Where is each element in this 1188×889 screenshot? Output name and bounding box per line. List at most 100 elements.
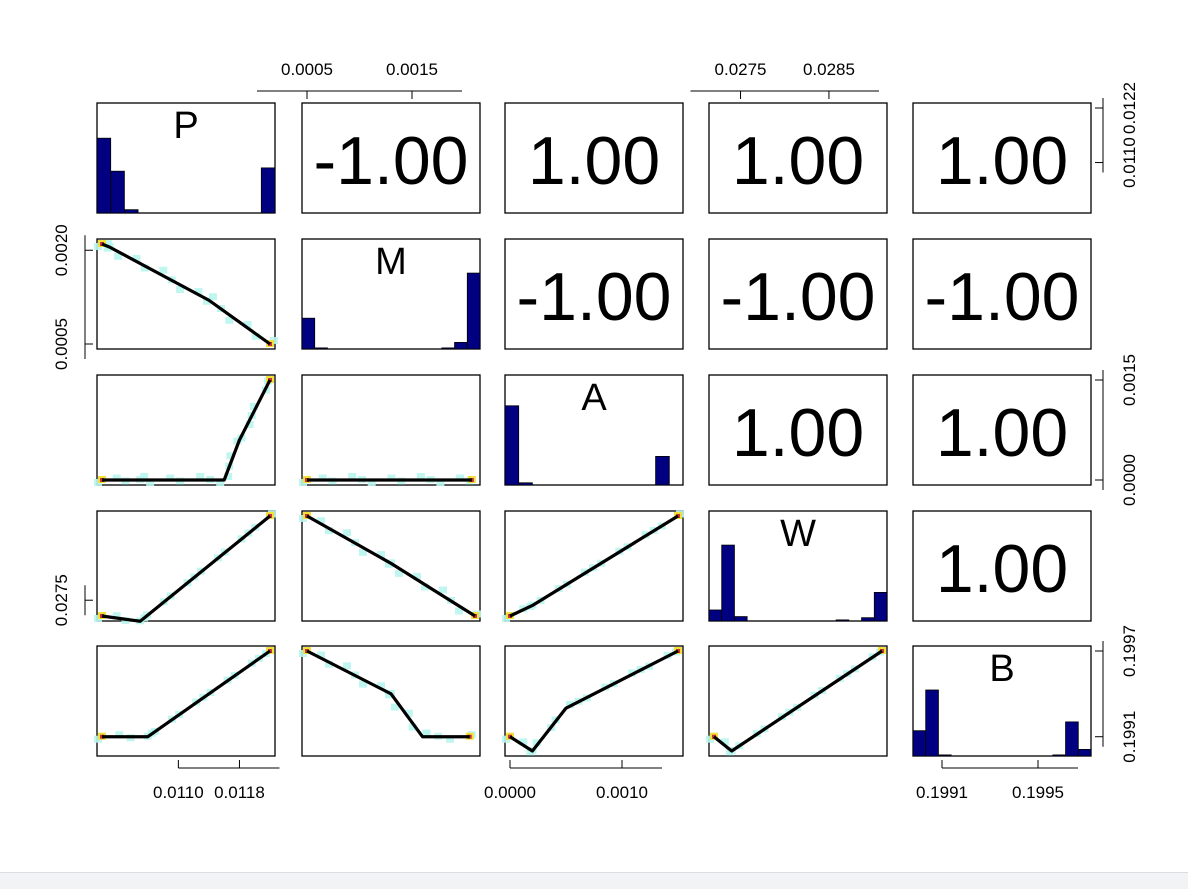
density-tile-B_vs_M [377, 682, 385, 690]
density-tile-W_vs_M [395, 569, 403, 577]
density-tile-B_vs_A [519, 738, 528, 746]
smooth-line-A_vs_P [102, 379, 272, 482]
histogram-bar-A-0 [504, 405, 520, 486]
correlation-M-W: -1.00 [721, 259, 876, 335]
bottom-tick-label-A-0: 0.0000 [484, 783, 536, 802]
histogram-bar-M-13 [466, 272, 481, 350]
density-tile-B_vs_M [422, 729, 431, 737]
top-tick-label-W-1: 0.0285 [803, 60, 855, 79]
bottom-tick-label-B-1: 0.1995 [1012, 783, 1064, 802]
density-tile-B_vs_M [359, 680, 367, 688]
correlation-M-B: -1.00 [925, 259, 1080, 335]
histogram-bar-W-13 [873, 592, 888, 622]
bottom-tick-label-P-1: 0.0118 [214, 783, 265, 802]
density-tile-M_vs_P [208, 293, 217, 301]
density-tile-A_vs_P [196, 473, 205, 480]
histogram-bar-P-0 [96, 137, 112, 214]
smooth-line-B_vs_P [102, 649, 271, 739]
bottom-tick-label-A-1: 0.0010 [596, 783, 648, 802]
density-tile-A_vs_M [416, 473, 425, 480]
panel-W-A [504, 510, 684, 622]
right-tick-label-B-1: 0.1997 [1120, 625, 1139, 677]
top-tick-label-M-0: 0.0005 [281, 60, 333, 79]
histogram-bar-A-11 [655, 455, 670, 486]
histogram-bar-W-12 [861, 617, 875, 622]
histogram-bar-M-0 [301, 317, 316, 350]
panel-A-M [301, 374, 481, 486]
left-tick-label-M-0: 0.0005 [52, 318, 71, 370]
density-tile-W_vs_M [377, 551, 385, 559]
density-tile-M_vs_P [176, 285, 185, 293]
histogram-bar-W-10 [835, 619, 850, 622]
density-tile-W_vs_M [455, 607, 463, 615]
density-tile-B_vs_M [343, 662, 351, 670]
panel-W-M [301, 510, 481, 622]
density-tile-A_vs_P [216, 479, 225, 486]
correlation-P-W: 1.00 [732, 123, 864, 199]
panel-B-B [912, 645, 1092, 757]
right-tick-label-P-1: 0.0122 [1120, 82, 1139, 134]
density-tile-A_vs_P [112, 474, 121, 482]
density-tile-M_vs_P [194, 288, 203, 296]
density-tile-M_vs_P [140, 264, 149, 272]
histogram-bar-W-1 [721, 544, 735, 622]
panel-M-P [96, 238, 276, 350]
density-tile-A_vs_M [387, 474, 396, 482]
density-tile-B_vs_M [408, 723, 417, 731]
panel-P-A [504, 102, 684, 214]
density-tile-A_vs_P [249, 403, 258, 410]
panel-P-M [301, 102, 481, 214]
density-tile-B_vs_M [404, 709, 413, 717]
correlation-M-A: -1.00 [517, 259, 672, 335]
smooth-line-B_vs_W [712, 649, 883, 753]
panel-W-B [912, 510, 1092, 622]
panel-P-W [708, 102, 888, 214]
smooth-line-B_vs_M [306, 649, 470, 739]
correlation-A-B: 1.00 [936, 395, 1068, 471]
histogram-bar-P-12 [260, 167, 276, 214]
variable-label-B: B [989, 648, 1014, 690]
correlation-P-M: -1.00 [314, 123, 469, 199]
panel-A-W [708, 374, 888, 486]
density-tile-W_vs_M [359, 548, 367, 556]
correlation-A-W: 1.00 [732, 395, 864, 471]
density-tile-B_vs_M [325, 660, 333, 668]
histogram-bar-B-2 [938, 754, 952, 757]
density-tile-W_vs_M [439, 586, 447, 594]
histogram-bar-B-11 [1052, 754, 1066, 757]
density-tile-W_vs_M [413, 572, 421, 580]
density-tile-A_vs_M [436, 479, 445, 486]
density-tile-M_vs_P [159, 266, 168, 274]
variable-label-A: A [581, 377, 607, 419]
panel-M-A [504, 238, 684, 350]
density-tile-W_vs_M [325, 527, 333, 535]
histogram-bar-P-2 [123, 209, 139, 214]
histogram-bar-B-1 [925, 689, 939, 757]
smooth-line-B_vs_A [509, 649, 679, 753]
panel-B-A [504, 645, 684, 757]
panel-M-B [912, 238, 1092, 350]
panel-A-P [96, 374, 276, 486]
density-tile-A_vs_P [245, 421, 254, 428]
variable-label-W: W [780, 513, 816, 555]
top-tick-label-M-1: 0.0015 [386, 60, 438, 79]
bottom-tick-label-P-0: 0.0110 [153, 783, 204, 802]
window-bottom-strip [0, 872, 1188, 889]
right-tick-label-B-0: 0.1991 [1120, 711, 1139, 763]
density-tile-A_vs_M [348, 473, 357, 480]
histogram-bar-M-1 [314, 347, 328, 350]
histogram-bar-B-0 [912, 730, 927, 757]
density-tile-A_vs_P [166, 474, 175, 482]
panel-W-P [96, 510, 276, 622]
density-tile-B_vs_W [720, 738, 729, 746]
density-tile-A_vs_M [318, 474, 327, 482]
density-tile-M_vs_P [225, 316, 234, 324]
density-tile-A_vs_M [367, 479, 376, 486]
density-tile-A_vs_P [226, 452, 235, 460]
density-tile-W_vs_P [112, 612, 121, 620]
bottom-tick-label-B-0: 0.1991 [916, 783, 968, 802]
histogram-bar-M-12 [454, 341, 468, 350]
panel-A-B [912, 374, 1092, 486]
right-tick-label-P-0: 0.0110 [1120, 137, 1139, 188]
density-tile-A_vs_M [456, 474, 465, 482]
